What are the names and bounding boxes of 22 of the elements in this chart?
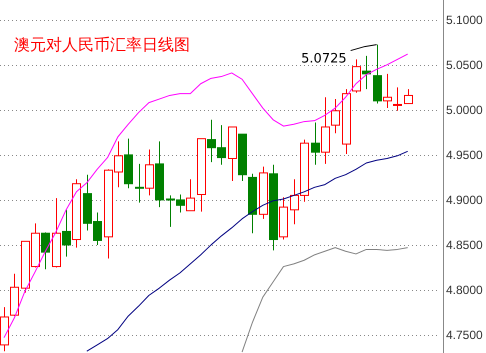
- y-tick-label: 5.1000: [446, 13, 484, 28]
- annotation: 5.0725: [301, 52, 347, 67]
- y-tick-label: 5.0500: [446, 58, 484, 72]
- candlestick: [362, 55, 371, 90]
- y-tick-label: 4.8500: [446, 238, 484, 252]
- y-tick-label: 4.7500: [446, 328, 484, 342]
- candlestick: [404, 88, 413, 104]
- text: 澳元对人民币汇率日线图: [14, 35, 190, 54]
- y-tick-label: 4.9500: [446, 148, 484, 162]
- candlestick: [62, 209, 71, 258]
- candlestick: [145, 148, 154, 196]
- candlestick: [393, 86, 402, 112]
- y-tick-label: 4.9000: [446, 193, 484, 208]
- candlestick: [186, 178, 195, 212]
- candlestick: [41, 232, 50, 270]
- y-tick-label: 5.0000: [446, 103, 484, 118]
- line-series: [86, 150, 408, 352]
- candlestick: [383, 73, 392, 109]
- y-tick-label: 4.8000: [446, 283, 484, 298]
- candlestick: [331, 98, 340, 134]
- candlestick: [135, 163, 144, 204]
- candlestick: [311, 122, 320, 166]
